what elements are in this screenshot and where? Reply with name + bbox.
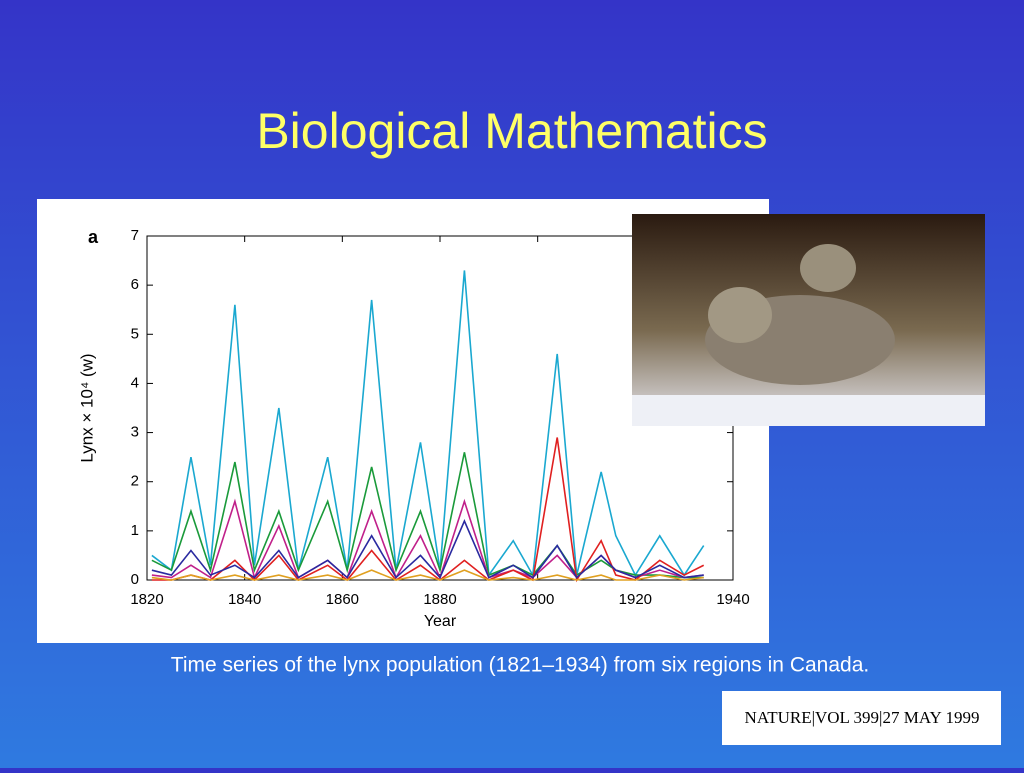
panel-label: a [88,227,99,247]
y-axis-label: Lynx × 10⁴ (w) [77,353,96,462]
series-line [151,437,705,583]
y-tick-label: 6 [131,276,139,293]
x-tick-label: 1920 [619,591,652,608]
y-tick-label: 1 [131,522,139,539]
x-axis-label: Year [424,613,457,630]
x-tick-label: 1900 [521,591,554,608]
slide-title: Biological Mathematics [256,103,767,159]
lynx-photo [632,214,985,426]
x-tick-label: 1880 [423,591,456,608]
series-line [151,270,705,578]
y-tick-label: 7 [131,227,139,244]
plot: 0 1 2 3 4 5 6 7 1820 1840 1860 1880 1900 1920 1940 Year… [77,227,749,630]
y-tick-label: 3 [131,424,139,441]
caption: Time series of the lynx population (1821… [171,654,869,677]
series-line [151,569,704,581]
y-tick-label: 2 [131,473,139,490]
y-tick-label: 4 [131,374,139,391]
x-tick-label: 1940 [716,591,749,608]
y-tick-label: 5 [131,325,139,342]
x-tick-label: 1840 [228,591,261,608]
y-tick-label: 0 [131,571,139,588]
x-tick-label: 1860 [326,591,359,608]
citation: NATURE|VOL 399|27 MAY 1999 [745,708,980,727]
x-tick-label: 1820 [130,591,163,608]
citation-box [722,691,1001,745]
series-line [151,519,704,580]
